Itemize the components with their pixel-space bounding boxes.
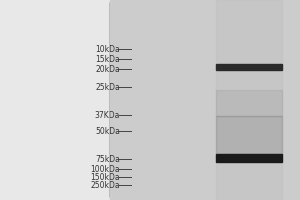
Text: 250kDa: 250kDa bbox=[90, 180, 120, 190]
Bar bbox=[216, 90, 282, 116]
Bar bbox=[216, 64, 282, 70]
Text: 25kDa: 25kDa bbox=[95, 83, 120, 92]
Text: 75kDa: 75kDa bbox=[95, 154, 120, 164]
Bar bbox=[110, 0, 300, 200]
Text: 10kDa: 10kDa bbox=[95, 45, 120, 53]
Bar bbox=[216, 0, 282, 200]
Text: 50kDa: 50kDa bbox=[95, 127, 120, 136]
Text: 150kDa: 150kDa bbox=[90, 172, 120, 182]
Text: 15kDa: 15kDa bbox=[95, 54, 120, 64]
Bar bbox=[216, 154, 282, 162]
Bar bbox=[216, 116, 282, 154]
Text: 20kDa: 20kDa bbox=[95, 64, 120, 73]
Text: 100kDa: 100kDa bbox=[90, 164, 120, 173]
Text: 37KDa: 37KDa bbox=[94, 110, 120, 119]
